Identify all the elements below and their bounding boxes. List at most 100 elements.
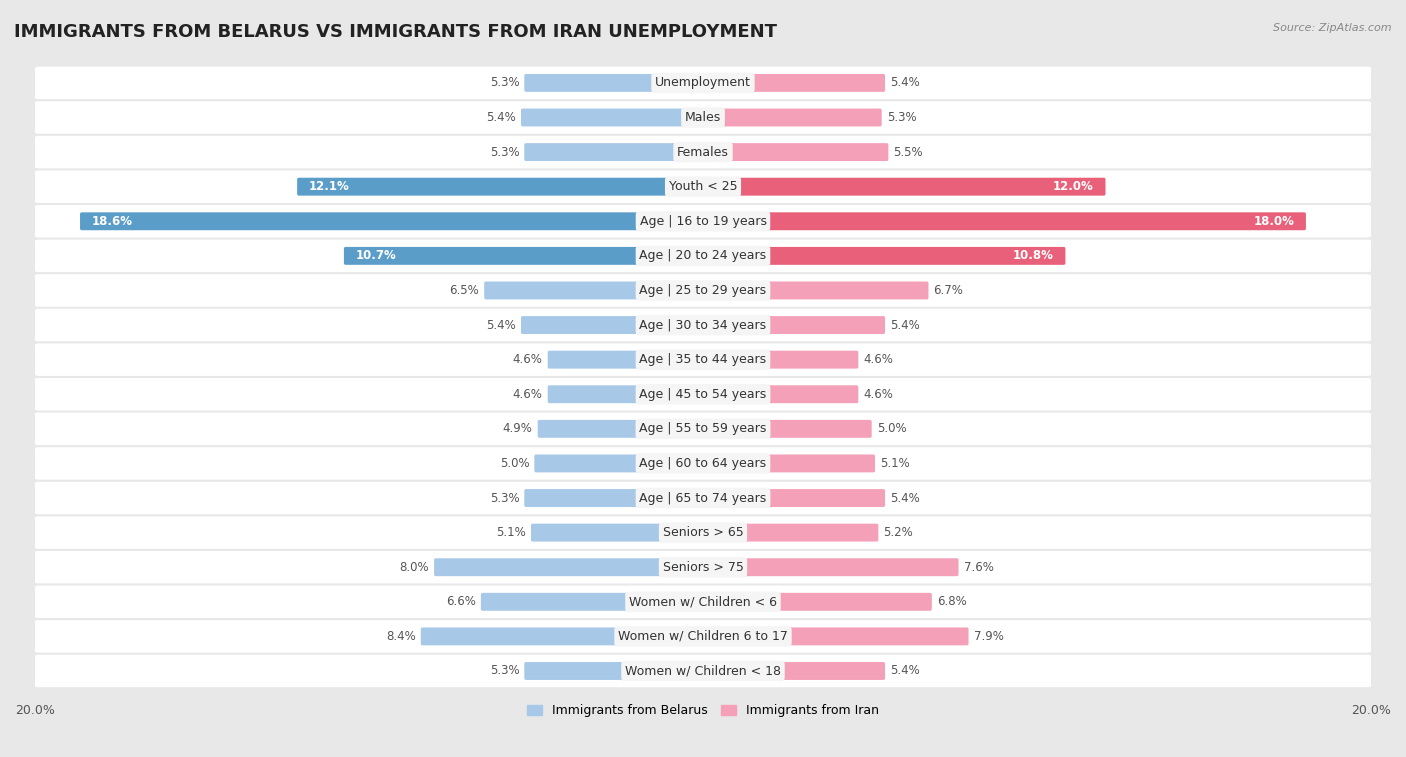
- FancyBboxPatch shape: [702, 489, 884, 507]
- Text: Women w/ Children 6 to 17: Women w/ Children 6 to 17: [619, 630, 787, 643]
- Text: 5.4%: 5.4%: [890, 76, 920, 89]
- FancyBboxPatch shape: [481, 593, 704, 611]
- Text: 8.4%: 8.4%: [387, 630, 416, 643]
- Text: Age | 55 to 59 years: Age | 55 to 59 years: [640, 422, 766, 435]
- Text: 4.6%: 4.6%: [863, 388, 893, 400]
- Text: Age | 60 to 64 years: Age | 60 to 64 years: [640, 457, 766, 470]
- Text: Females: Females: [678, 145, 728, 159]
- FancyBboxPatch shape: [344, 247, 704, 265]
- Text: Seniors > 65: Seniors > 65: [662, 526, 744, 539]
- Text: 5.2%: 5.2%: [883, 526, 912, 539]
- Text: 5.3%: 5.3%: [489, 76, 519, 89]
- Text: 6.8%: 6.8%: [936, 595, 966, 609]
- FancyBboxPatch shape: [34, 586, 1372, 618]
- Legend: Immigrants from Belarus, Immigrants from Iran: Immigrants from Belarus, Immigrants from…: [523, 699, 883, 722]
- Text: Males: Males: [685, 111, 721, 124]
- FancyBboxPatch shape: [34, 516, 1372, 549]
- FancyBboxPatch shape: [34, 170, 1372, 203]
- FancyBboxPatch shape: [34, 551, 1372, 584]
- FancyBboxPatch shape: [702, 212, 1306, 230]
- FancyBboxPatch shape: [548, 350, 704, 369]
- Text: 6.5%: 6.5%: [450, 284, 479, 297]
- Text: Women w/ Children < 18: Women w/ Children < 18: [626, 665, 780, 678]
- FancyBboxPatch shape: [702, 282, 928, 300]
- Text: Age | 65 to 74 years: Age | 65 to 74 years: [640, 491, 766, 504]
- Text: Youth < 25: Youth < 25: [669, 180, 737, 193]
- FancyBboxPatch shape: [34, 413, 1372, 445]
- Text: 5.4%: 5.4%: [890, 319, 920, 332]
- FancyBboxPatch shape: [434, 558, 704, 576]
- FancyBboxPatch shape: [80, 212, 704, 230]
- Text: 4.9%: 4.9%: [503, 422, 533, 435]
- Text: Women w/ Children < 6: Women w/ Children < 6: [628, 595, 778, 609]
- Text: Age | 25 to 29 years: Age | 25 to 29 years: [640, 284, 766, 297]
- FancyBboxPatch shape: [34, 655, 1372, 687]
- Text: 12.0%: 12.0%: [1053, 180, 1094, 193]
- FancyBboxPatch shape: [34, 481, 1372, 514]
- Text: IMMIGRANTS FROM BELARUS VS IMMIGRANTS FROM IRAN UNEMPLOYMENT: IMMIGRANTS FROM BELARUS VS IMMIGRANTS FR…: [14, 23, 778, 41]
- Text: 7.9%: 7.9%: [973, 630, 1004, 643]
- FancyBboxPatch shape: [531, 524, 704, 541]
- FancyBboxPatch shape: [34, 447, 1372, 480]
- Text: Age | 45 to 54 years: Age | 45 to 54 years: [640, 388, 766, 400]
- Text: 5.4%: 5.4%: [486, 319, 516, 332]
- FancyBboxPatch shape: [297, 178, 704, 195]
- FancyBboxPatch shape: [34, 205, 1372, 238]
- FancyBboxPatch shape: [524, 489, 704, 507]
- FancyBboxPatch shape: [420, 628, 704, 646]
- FancyBboxPatch shape: [702, 247, 1066, 265]
- Text: 5.3%: 5.3%: [489, 491, 519, 504]
- Text: 5.4%: 5.4%: [890, 665, 920, 678]
- FancyBboxPatch shape: [702, 558, 959, 576]
- FancyBboxPatch shape: [702, 420, 872, 438]
- Text: 5.1%: 5.1%: [496, 526, 526, 539]
- FancyBboxPatch shape: [702, 524, 879, 541]
- Text: Unemployment: Unemployment: [655, 76, 751, 89]
- Text: 7.6%: 7.6%: [963, 561, 994, 574]
- FancyBboxPatch shape: [524, 143, 704, 161]
- FancyBboxPatch shape: [524, 74, 704, 92]
- Text: 5.3%: 5.3%: [489, 145, 519, 159]
- FancyBboxPatch shape: [522, 108, 704, 126]
- FancyBboxPatch shape: [702, 454, 875, 472]
- FancyBboxPatch shape: [702, 316, 884, 334]
- Text: 10.7%: 10.7%: [356, 249, 396, 263]
- Text: 12.1%: 12.1%: [309, 180, 350, 193]
- FancyBboxPatch shape: [34, 274, 1372, 307]
- Text: 18.0%: 18.0%: [1253, 215, 1295, 228]
- FancyBboxPatch shape: [702, 74, 884, 92]
- FancyBboxPatch shape: [702, 108, 882, 126]
- Text: Seniors > 75: Seniors > 75: [662, 561, 744, 574]
- Text: 6.6%: 6.6%: [446, 595, 475, 609]
- Text: 4.6%: 4.6%: [513, 354, 543, 366]
- Text: Age | 20 to 24 years: Age | 20 to 24 years: [640, 249, 766, 263]
- FancyBboxPatch shape: [702, 385, 858, 403]
- FancyBboxPatch shape: [537, 420, 704, 438]
- FancyBboxPatch shape: [34, 309, 1372, 341]
- Text: 5.1%: 5.1%: [880, 457, 910, 470]
- Text: 8.0%: 8.0%: [399, 561, 429, 574]
- Text: 5.5%: 5.5%: [893, 145, 922, 159]
- FancyBboxPatch shape: [548, 385, 704, 403]
- Text: Age | 30 to 34 years: Age | 30 to 34 years: [640, 319, 766, 332]
- FancyBboxPatch shape: [34, 136, 1372, 168]
- Text: 5.0%: 5.0%: [499, 457, 529, 470]
- FancyBboxPatch shape: [484, 282, 704, 300]
- FancyBboxPatch shape: [34, 378, 1372, 410]
- FancyBboxPatch shape: [702, 662, 884, 680]
- Text: Source: ZipAtlas.com: Source: ZipAtlas.com: [1274, 23, 1392, 33]
- Text: Age | 16 to 19 years: Age | 16 to 19 years: [640, 215, 766, 228]
- Text: 18.6%: 18.6%: [91, 215, 132, 228]
- FancyBboxPatch shape: [702, 350, 858, 369]
- Text: 6.7%: 6.7%: [934, 284, 963, 297]
- FancyBboxPatch shape: [34, 344, 1372, 376]
- FancyBboxPatch shape: [524, 662, 704, 680]
- FancyBboxPatch shape: [702, 628, 969, 646]
- Text: 10.8%: 10.8%: [1012, 249, 1053, 263]
- FancyBboxPatch shape: [702, 178, 1105, 195]
- Text: 5.4%: 5.4%: [486, 111, 516, 124]
- Text: 5.0%: 5.0%: [877, 422, 907, 435]
- FancyBboxPatch shape: [34, 101, 1372, 134]
- FancyBboxPatch shape: [702, 143, 889, 161]
- FancyBboxPatch shape: [522, 316, 704, 334]
